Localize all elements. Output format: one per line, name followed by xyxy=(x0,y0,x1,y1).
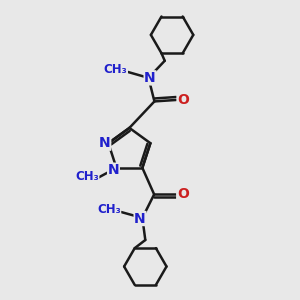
Text: N: N xyxy=(144,71,156,85)
Text: O: O xyxy=(177,93,189,107)
Text: CH₃: CH₃ xyxy=(75,170,99,183)
Text: N: N xyxy=(108,163,119,177)
Text: N: N xyxy=(99,136,111,150)
Text: CH₃: CH₃ xyxy=(104,63,128,76)
Text: O: O xyxy=(177,188,189,201)
Text: N: N xyxy=(134,212,146,226)
Text: CH₃: CH₃ xyxy=(97,203,121,216)
